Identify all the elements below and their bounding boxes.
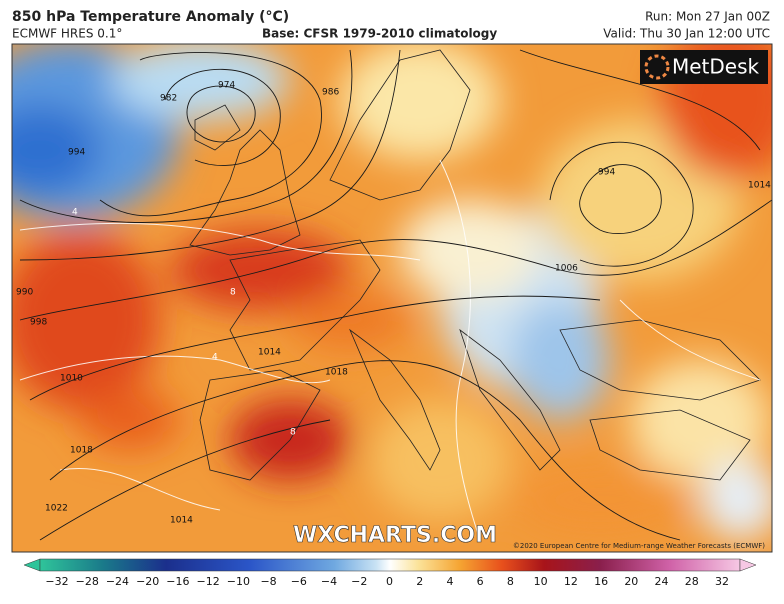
title: 850 hPa Temperature Anomaly (°C) bbox=[12, 9, 289, 25]
isobar-label: 1018 bbox=[70, 446, 93, 456]
logo: MetDesk bbox=[672, 55, 760, 79]
isobar-label: 990 bbox=[16, 288, 33, 298]
colorbar-label: 8 bbox=[507, 575, 514, 588]
colorbar-label: −16 bbox=[166, 575, 189, 588]
isobar-label: 1010 bbox=[60, 374, 83, 384]
isobar-label: 974 bbox=[218, 81, 235, 91]
colorbar-label: −2 bbox=[351, 575, 367, 588]
isobar-label: 982 bbox=[160, 94, 177, 104]
colorbar-label: 32 bbox=[715, 575, 729, 588]
isobar-label: 986 bbox=[322, 88, 339, 98]
colorbar-label: −32 bbox=[45, 575, 68, 588]
copyright: ©2020 European Centre for Medium-range W… bbox=[513, 542, 765, 550]
colorbar-label: 24 bbox=[655, 575, 669, 588]
colorbar-label: 4 bbox=[446, 575, 453, 588]
colorbar-label: 0 bbox=[386, 575, 393, 588]
logo-icon bbox=[644, 54, 670, 80]
logo-box bbox=[640, 50, 768, 84]
colorbar-label: −28 bbox=[76, 575, 99, 588]
colorbar-label: 12 bbox=[564, 575, 578, 588]
colorbar-label: −24 bbox=[106, 575, 129, 588]
colorbar-label: 2 bbox=[416, 575, 423, 588]
anomaly-label: 4 bbox=[212, 353, 218, 363]
isobar-label: 1018 bbox=[325, 368, 348, 378]
colorbar-label: −6 bbox=[291, 575, 307, 588]
anomaly-label: 4 bbox=[72, 208, 78, 218]
map: 974 982 986 994 998 990 1006 1010 1014 1… bbox=[12, 44, 772, 552]
isobar-label: 1022 bbox=[45, 504, 68, 514]
base: Base: CFSR 1979-2010 climatology bbox=[262, 27, 497, 41]
colorbar-label: −20 bbox=[136, 575, 159, 588]
isobar-label: 998 bbox=[30, 318, 47, 328]
isobar-label: 1014 bbox=[258, 348, 281, 358]
model: ECMWF HRES 0.1° bbox=[12, 27, 122, 41]
isobar-label: 1014 bbox=[170, 516, 193, 526]
colorbar-label: −4 bbox=[321, 575, 337, 588]
anomaly-label: 8 bbox=[230, 288, 236, 298]
isobar-label: 1006 bbox=[555, 264, 578, 274]
colorbar-label: −12 bbox=[197, 575, 220, 588]
anomaly-label: 8 bbox=[290, 428, 296, 438]
colorbar-label: −10 bbox=[227, 575, 250, 588]
colorbar-label: 16 bbox=[594, 575, 608, 588]
isobar-label: 994 bbox=[68, 148, 85, 158]
watermark: WXCHARTS.COM bbox=[293, 523, 497, 548]
colorbar-label: 6 bbox=[477, 575, 484, 588]
colorbar: −32 −28 −24 −20 −16 −12 −10 −8 −6 −4 −2 0 2 4 6 8 10 12 16… bbox=[23, 558, 757, 588]
valid: Valid: Thu 30 Jan 12:00 UTC bbox=[603, 27, 770, 41]
colorbar-label: 20 bbox=[624, 575, 638, 588]
map-frame bbox=[11, 43, 773, 553]
isobar-label: 1014 bbox=[748, 181, 771, 191]
colorbar-label: 28 bbox=[685, 575, 699, 588]
isobar-label: 994 bbox=[598, 168, 615, 178]
colorbar-label: −8 bbox=[260, 575, 276, 588]
colorbar-label: 10 bbox=[534, 575, 548, 588]
run: Run: Mon 27 Jan 00Z bbox=[645, 10, 770, 24]
